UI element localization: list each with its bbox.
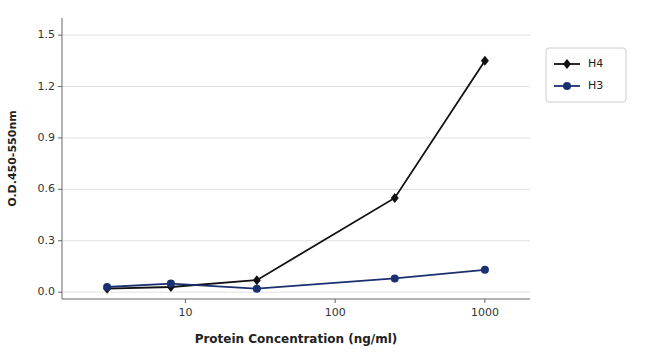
axes: 0.0 0.3 0.6 0.9 1.2 1.5 10 100 1000 bbox=[38, 18, 531, 319]
series-line bbox=[107, 61, 485, 289]
grid-line bbox=[62, 189, 530, 190]
y-tick-label: 0.3 bbox=[38, 234, 56, 247]
y-tick-label: 0.9 bbox=[38, 131, 56, 144]
point bbox=[253, 285, 261, 293]
legend-frame bbox=[546, 48, 626, 102]
y-tick bbox=[58, 86, 62, 87]
y-tick bbox=[58, 292, 62, 293]
y-tick-label: 0.6 bbox=[38, 182, 56, 195]
series bbox=[103, 266, 489, 293]
y-tick-label: 1.2 bbox=[38, 80, 56, 93]
grid-line bbox=[62, 240, 530, 241]
grid-line bbox=[62, 35, 530, 36]
point bbox=[167, 280, 175, 288]
point bbox=[103, 284, 111, 294]
legend-label: H3 bbox=[588, 79, 603, 92]
y-tick-label: 0.0 bbox=[38, 285, 56, 298]
legend-label: H4 bbox=[588, 57, 603, 70]
series-line bbox=[107, 270, 485, 289]
x-tick-label: 1000 bbox=[471, 306, 499, 319]
legend: H4 H3 bbox=[546, 48, 626, 102]
chart-container: 0.0 0.3 0.6 0.9 1.2 1.5 10 100 1000 Protein Conce… bbox=[0, 0, 650, 357]
x-tick bbox=[185, 299, 186, 303]
point bbox=[481, 266, 489, 274]
x-axis-line bbox=[62, 299, 530, 300]
plot-data bbox=[103, 56, 489, 294]
grid-line bbox=[62, 137, 530, 138]
grid-line bbox=[62, 86, 530, 87]
point bbox=[253, 275, 261, 285]
y-tick bbox=[58, 137, 62, 138]
point bbox=[103, 283, 111, 291]
x-tick-label: 10 bbox=[178, 306, 192, 319]
x-axis-label: Protein Concentration (ng/ml) bbox=[195, 332, 398, 346]
point bbox=[391, 274, 399, 282]
y-axis-label: O.D.450-550nm bbox=[6, 110, 19, 206]
y-axis-line bbox=[62, 18, 63, 299]
grid-line bbox=[62, 292, 530, 293]
point bbox=[481, 56, 489, 66]
x-tick bbox=[484, 299, 485, 303]
point bbox=[391, 193, 399, 203]
y-tick bbox=[58, 240, 62, 241]
x-tick bbox=[335, 299, 336, 303]
y-tick bbox=[58, 35, 62, 36]
series bbox=[103, 56, 489, 294]
y-tick-label: 1.5 bbox=[38, 28, 56, 41]
chart: 0.0 0.3 0.6 0.9 1.2 1.5 10 100 1000 Protein Conce… bbox=[0, 0, 650, 357]
grid bbox=[62, 35, 530, 292]
y-tick bbox=[58, 189, 62, 190]
legend-marker bbox=[563, 82, 571, 90]
legend-marker bbox=[563, 59, 571, 69]
x-tick-label: 100 bbox=[325, 306, 346, 319]
